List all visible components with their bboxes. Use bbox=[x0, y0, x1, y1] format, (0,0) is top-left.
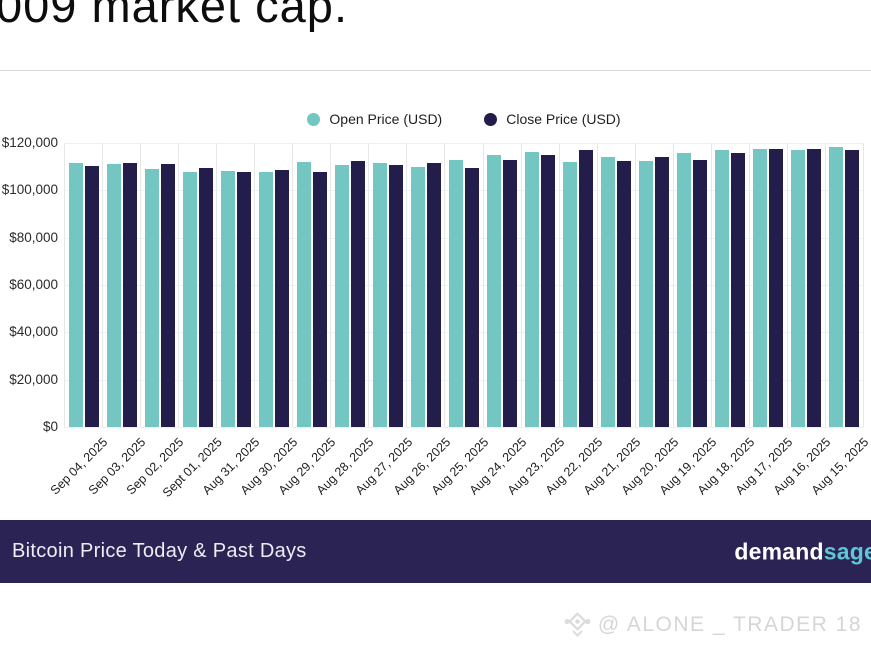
bar-open-price bbox=[563, 161, 578, 427]
bar-open-price bbox=[410, 167, 425, 427]
h-gridline bbox=[64, 190, 864, 192]
bar-open-price bbox=[258, 171, 273, 427]
bar-open-price bbox=[677, 153, 692, 427]
bar-group: Aug 30, 2025 bbox=[238, 143, 301, 497]
bar-group: Aug 16, 2025 bbox=[771, 143, 833, 497]
clipped-heading: 009 market cap. bbox=[0, 0, 871, 35]
bar-close-price bbox=[274, 169, 289, 427]
bar-group: Sep 04, 2025 bbox=[48, 143, 110, 497]
plot-area: Sep 04, 2025 Sep 03, 2025 Sep 02, 2025 Sept… bbox=[48, 143, 871, 500]
bar-close-price bbox=[693, 160, 708, 427]
bar-group: Aug 22, 2025 bbox=[543, 143, 605, 497]
bar-close-price bbox=[503, 160, 518, 427]
bar-group: Aug 17, 2025 bbox=[733, 143, 795, 497]
heading-fragment-text: 009 market cap. bbox=[0, 0, 349, 32]
bar-close-price bbox=[845, 150, 860, 427]
bar-group: Aug 28, 2025 bbox=[314, 143, 377, 497]
watermark: @ ALONE _ TRADER 18 bbox=[564, 611, 862, 638]
bar-open-price bbox=[220, 170, 235, 427]
close-price-dot-icon bbox=[484, 112, 498, 126]
bar-group: Aug 26, 2025 bbox=[390, 143, 453, 497]
bar-group: Aug 27, 2025 bbox=[352, 143, 415, 497]
bar-group: Aug 19, 2025 bbox=[657, 143, 719, 497]
demandsage-logo: demandsage bbox=[734, 538, 871, 565]
bar-open-price bbox=[525, 151, 540, 427]
bar-group: Sep 03, 2025 bbox=[86, 143, 148, 497]
y-tick-label: $100,000 bbox=[1, 182, 58, 198]
h-gridline bbox=[64, 379, 864, 381]
bar-open-price bbox=[296, 161, 311, 427]
bar-group: Aug 31, 2025 bbox=[200, 143, 263, 497]
bar-close-price bbox=[769, 149, 784, 427]
bar-close-price bbox=[807, 149, 822, 427]
y-tick-label: $60,000 bbox=[9, 277, 58, 292]
logo-text-primary: demand bbox=[734, 538, 824, 564]
banner-title: Bitcoin Price Today & Past Days bbox=[12, 540, 307, 562]
bar-group: Sep 02, 2025 bbox=[124, 143, 187, 497]
bar-close-price bbox=[579, 150, 594, 427]
bar-open-price bbox=[334, 165, 349, 427]
bar-close-price bbox=[655, 157, 670, 427]
y-axis: $120,000 $100,000 $80,000 $60,000 $40,000 $20… bbox=[0, 135, 58, 434]
watermark-text: @ ALONE _ TRADER 18 bbox=[597, 612, 862, 636]
bar-open-price bbox=[753, 149, 768, 427]
bar-open-price bbox=[639, 160, 654, 427]
bar-close-price bbox=[464, 168, 479, 427]
bar-group: Aug 24, 2025 bbox=[466, 143, 529, 497]
bar-group: Aug 21, 2025 bbox=[581, 143, 643, 497]
bar-close-price bbox=[350, 161, 365, 427]
bar-open-price bbox=[106, 164, 121, 427]
bar-group: Aug 25, 2025 bbox=[428, 143, 491, 497]
bar-open-price bbox=[791, 150, 806, 427]
logo-text-accent: sage bbox=[823, 538, 871, 564]
y-tick-label: $0 bbox=[42, 419, 58, 434]
footer-banner: Bitcoin Price Today & Past Days demandsa… bbox=[0, 520, 871, 583]
horizontal-divider bbox=[0, 70, 871, 71]
bar-open-price bbox=[829, 147, 844, 427]
h-gridline bbox=[64, 143, 864, 144]
y-tick-label: $80,000 bbox=[9, 229, 58, 245]
bar-close-price bbox=[122, 163, 137, 427]
y-tick-label: $40,000 bbox=[9, 324, 58, 340]
legend-close-label: Close Price (USD) bbox=[506, 111, 621, 127]
diamond-ornament-icon bbox=[564, 612, 591, 638]
y-tick-label: $120,000 bbox=[1, 135, 58, 150]
bar-close-price bbox=[426, 162, 441, 427]
bar-group: Aug 18, 2025 bbox=[695, 143, 757, 497]
legend-open-label: Open Price (USD) bbox=[329, 111, 443, 127]
bar-group: Aug 29, 2025 bbox=[276, 143, 339, 497]
y-tick-label: $20,000 bbox=[9, 371, 58, 387]
chart-legend: Open Price (USD) Close Price (USD) bbox=[64, 111, 864, 127]
h-gridline bbox=[64, 237, 864, 239]
bar-close-price bbox=[84, 165, 99, 427]
bar-close-price bbox=[388, 165, 403, 427]
h-gridline bbox=[64, 427, 864, 428]
bar-close-price bbox=[160, 164, 175, 427]
bar-close-price bbox=[198, 168, 213, 427]
bar-groups-container: Sep 04, 2025 Sep 03, 2025 Sep 02, 2025 Sept… bbox=[48, 143, 871, 500]
bar-close-price bbox=[617, 161, 632, 427]
bar-close-price bbox=[236, 172, 251, 427]
bar-open-price bbox=[448, 160, 463, 427]
open-price-dot-icon bbox=[307, 112, 321, 126]
h-gridline bbox=[64, 332, 864, 334]
bar-close-price bbox=[312, 171, 327, 427]
bar-close-price bbox=[731, 152, 746, 427]
bar-open-price bbox=[68, 163, 83, 427]
bar-group: Aug 20, 2025 bbox=[619, 143, 681, 497]
bar-group: Aug 23, 2025 bbox=[505, 143, 567, 497]
bar-open-price bbox=[715, 150, 730, 427]
legend-item-open: Open Price (USD) bbox=[307, 111, 442, 127]
bar-close-price bbox=[541, 155, 556, 427]
legend-item-close: Close Price (USD) bbox=[484, 111, 621, 127]
bar-open-price bbox=[144, 169, 159, 427]
bar-open-price bbox=[372, 163, 387, 427]
bar-open-price bbox=[182, 171, 197, 427]
bar-open-price bbox=[601, 157, 616, 427]
bar-open-price bbox=[487, 154, 502, 427]
h-gridline bbox=[64, 285, 864, 286]
bar-group: Sept 01, 2025 bbox=[160, 143, 225, 500]
bar-group: Aug 15, 2025 bbox=[809, 143, 871, 497]
